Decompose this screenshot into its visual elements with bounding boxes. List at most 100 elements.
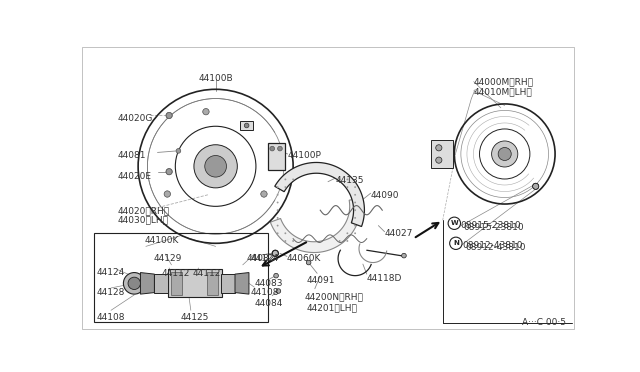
Circle shape [354, 202, 356, 203]
Text: N: N [453, 240, 459, 246]
Text: 44200N〈RH〉: 44200N〈RH〉 [305, 293, 364, 302]
Circle shape [272, 250, 278, 256]
Text: 44124: 44124 [97, 268, 125, 277]
Bar [172, 272, 182, 295]
Circle shape [164, 191, 170, 197]
Circle shape [346, 186, 348, 188]
Text: 44112: 44112 [161, 269, 189, 279]
Circle shape [354, 232, 356, 234]
Circle shape [276, 202, 278, 203]
Circle shape [492, 141, 518, 167]
Circle shape [176, 148, 180, 153]
Circle shape [354, 194, 356, 196]
Circle shape [203, 109, 209, 115]
Circle shape [166, 169, 172, 175]
Circle shape [339, 179, 340, 180]
Bar [94, 233, 268, 322]
Text: 44108: 44108 [250, 288, 279, 297]
Text: 44000M〈RH〉: 44000M〈RH〉 [474, 77, 534, 86]
Text: 44128: 44128 [97, 288, 125, 297]
Text: 44201〈LH〉: 44201〈LH〉 [307, 303, 357, 312]
Circle shape [276, 232, 278, 234]
Text: 44108: 44108 [97, 312, 125, 322]
Text: 44090: 44090 [371, 191, 399, 200]
Text: 44081: 44081 [117, 151, 146, 160]
Text: 44084: 44084 [254, 299, 283, 308]
Circle shape [436, 157, 442, 163]
Circle shape [274, 273, 278, 278]
Circle shape [450, 237, 462, 250]
Text: 44100K: 44100K [144, 235, 179, 245]
Text: 44118D: 44118D [367, 274, 402, 283]
Text: 44060K: 44060K [287, 254, 321, 263]
Circle shape [346, 179, 348, 180]
Text: 44129: 44129 [154, 254, 182, 263]
Bar [268, 143, 285, 170]
Circle shape [128, 277, 140, 289]
Text: 44112: 44112 [193, 269, 221, 279]
Polygon shape [140, 273, 154, 294]
Text: 44082: 44082 [246, 254, 275, 263]
Text: 08915-23810: 08915-23810 [461, 221, 521, 230]
Text: 44010M〈LH〉: 44010M〈LH〉 [474, 88, 532, 97]
Text: 44125: 44125 [180, 312, 209, 322]
Text: 44020E: 44020E [117, 172, 151, 181]
Circle shape [284, 232, 286, 234]
Circle shape [205, 155, 227, 177]
Circle shape [307, 260, 311, 265]
Circle shape [436, 145, 442, 151]
Circle shape [278, 146, 282, 151]
Circle shape [532, 183, 539, 189]
Text: 44020G: 44020G [117, 114, 152, 123]
Text: 44091: 44091 [307, 276, 335, 285]
Circle shape [276, 209, 278, 211]
Circle shape [276, 289, 281, 294]
Circle shape [354, 225, 356, 227]
Circle shape [276, 186, 278, 188]
Polygon shape [235, 273, 249, 294]
Circle shape [276, 217, 278, 219]
Text: 08915-23810: 08915-23810 [463, 223, 524, 232]
Circle shape [284, 240, 286, 242]
Circle shape [276, 225, 278, 227]
Circle shape [270, 146, 275, 151]
Bar [221, 274, 235, 293]
Text: A···C 00·5: A···C 00·5 [522, 318, 566, 327]
Circle shape [194, 145, 237, 188]
Circle shape [292, 240, 294, 242]
Bar [241, 121, 253, 130]
Circle shape [354, 209, 356, 211]
Circle shape [448, 217, 461, 230]
Circle shape [402, 253, 406, 258]
Circle shape [166, 112, 172, 119]
Text: 44124: 44124 [250, 254, 279, 263]
Polygon shape [275, 163, 364, 227]
Bar [154, 274, 168, 293]
Circle shape [244, 123, 249, 128]
Bar [207, 272, 218, 295]
Circle shape [354, 186, 356, 188]
Circle shape [346, 232, 348, 234]
Bar [168, 269, 222, 297]
Text: 44100B: 44100B [198, 74, 233, 83]
Text: 44027: 44027 [385, 230, 413, 238]
Text: 08912-43810: 08912-43810 [465, 243, 525, 252]
Text: 44020〈RH〉: 44020〈RH〉 [117, 206, 170, 215]
Circle shape [261, 191, 267, 197]
Text: 44083: 44083 [254, 279, 283, 289]
Circle shape [339, 240, 340, 242]
Text: 44100P: 44100P [288, 151, 321, 160]
Circle shape [276, 194, 278, 196]
Circle shape [284, 186, 286, 188]
Circle shape [284, 179, 286, 180]
Circle shape [292, 179, 294, 180]
Circle shape [354, 217, 356, 219]
Text: 44135: 44135 [336, 176, 364, 185]
Text: W: W [451, 220, 458, 226]
Text: 08912-43810: 08912-43810 [462, 241, 523, 250]
Circle shape [346, 240, 348, 242]
Polygon shape [270, 198, 360, 253]
Text: 44030〈LH〉: 44030〈LH〉 [117, 216, 168, 225]
Bar [431, 140, 452, 168]
Circle shape [498, 147, 511, 160]
